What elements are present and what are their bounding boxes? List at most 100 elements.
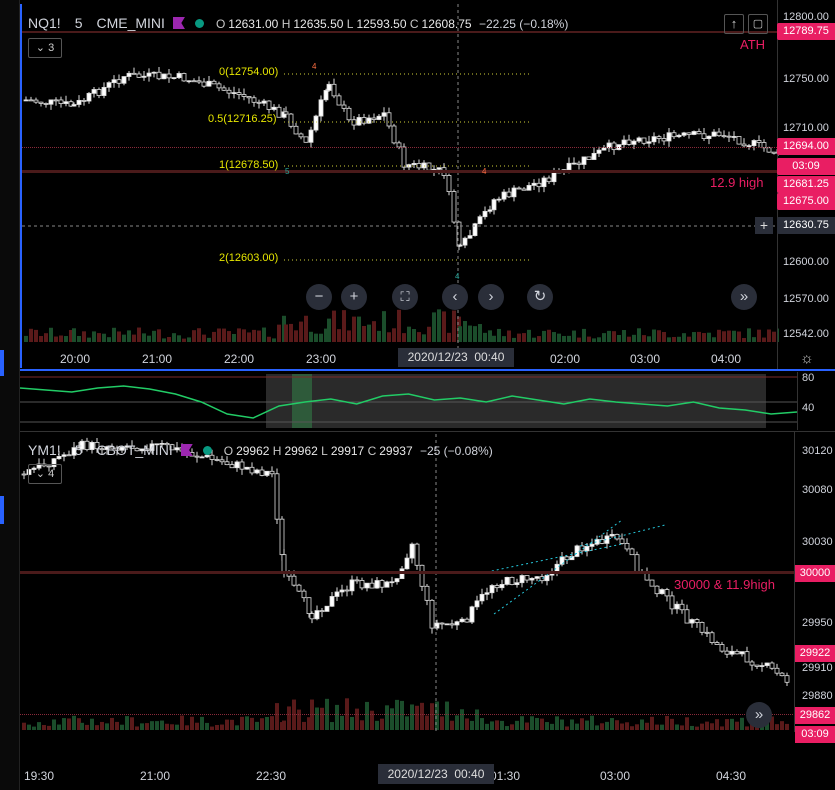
candle — [759, 665, 765, 667]
flag-icon[interactable] — [172, 17, 185, 29]
candle — [531, 182, 537, 186]
zoom-out-icon[interactable]: − — [306, 284, 332, 310]
volume-bar — [547, 329, 551, 342]
nq-collapse-button[interactable]: ⌄ 3 — [28, 38, 62, 58]
ym-interval[interactable]: 5 — [74, 442, 83, 458]
volume-bar — [740, 717, 744, 730]
candle — [529, 577, 535, 581]
toolbar-active-tab[interactable] — [0, 496, 4, 524]
volume-bar — [620, 723, 624, 730]
candle — [646, 141, 652, 144]
candle — [204, 454, 210, 458]
maximize-icon[interactable]: ↑ — [724, 14, 744, 34]
zoom-in-icon[interactable]: + — [341, 284, 367, 310]
candle — [546, 177, 552, 183]
volume-bar — [777, 328, 779, 342]
candle — [501, 191, 507, 200]
jump-to-realtime-icon[interactable]: » — [746, 702, 772, 728]
volume-bar — [235, 725, 239, 730]
candle — [389, 581, 395, 584]
volume-bar — [570, 719, 574, 730]
volume-bar — [347, 330, 351, 342]
volume-bar — [552, 332, 556, 342]
x-tick: 02:00 — [550, 352, 581, 366]
scroll-right-icon[interactable]: › — [478, 284, 504, 310]
reset-icon[interactable]: ↻ — [527, 284, 553, 310]
toolbar-active-tab[interactable] — [0, 350, 4, 376]
candle — [574, 545, 580, 557]
volume-bar — [735, 721, 739, 730]
candle — [58, 99, 64, 104]
candle — [599, 539, 605, 544]
volume-bar — [37, 722, 41, 730]
volume-bar — [327, 318, 331, 342]
candle — [641, 137, 647, 144]
oscillator-pane[interactable] — [20, 374, 797, 428]
fullscreen-icon[interactable]: ⛶ — [392, 284, 418, 310]
volume-bar — [465, 718, 469, 730]
restore-icon[interactable]: ▢ — [748, 14, 768, 34]
volume-bar — [330, 722, 334, 730]
candle — [96, 89, 102, 96]
ym-price-axis[interactable] — [794, 432, 835, 732]
countdown-pill: 03:09 — [795, 726, 835, 743]
candle — [209, 454, 215, 460]
candle — [472, 223, 478, 236]
candle — [521, 188, 527, 191]
scroll-left-icon[interactable]: ‹ — [442, 284, 468, 310]
candle — [386, 112, 392, 127]
candle — [566, 162, 572, 171]
volume-bar — [715, 719, 719, 730]
volume-bar — [362, 325, 366, 342]
settings-gear-icon[interactable]: ☼ — [800, 350, 814, 367]
candle — [111, 79, 117, 84]
volume-bar — [415, 705, 419, 730]
volume-bar — [155, 721, 159, 730]
candle — [689, 619, 695, 624]
volume-bar — [550, 723, 554, 730]
candle — [244, 466, 250, 470]
oscillator-highlight — [292, 374, 312, 428]
candle — [516, 187, 522, 190]
pane-separator[interactable] — [20, 431, 835, 432]
candle — [734, 650, 740, 655]
ym-collapse-button[interactable]: ⌄ 4 — [28, 464, 62, 484]
volume-bar — [137, 327, 141, 342]
volume-bar — [505, 726, 509, 730]
ym-candles-svg[interactable] — [20, 434, 790, 734]
volume-bar — [187, 337, 191, 342]
x-tick: 23:00 — [306, 352, 337, 366]
nq-interval[interactable]: 5 — [74, 15, 83, 31]
candle — [477, 216, 483, 225]
candle — [614, 533, 620, 540]
nq-symbol[interactable]: NQ1! — [28, 15, 61, 31]
nq-candles-svg[interactable] — [22, 4, 779, 368]
oscillator-axis — [797, 372, 835, 430]
jump-to-realtime-icon[interactable]: » — [731, 284, 757, 310]
volume-bar — [85, 724, 89, 730]
candle — [124, 445, 130, 448]
nq-chart-pane[interactable] — [20, 4, 779, 368]
flag-icon[interactable] — [180, 444, 193, 456]
level-line-dotted — [20, 714, 795, 715]
candle — [391, 125, 397, 144]
volume-bar — [205, 722, 209, 730]
volume-bar — [640, 719, 644, 730]
nq-legend: NQ1! 5 CME_MINI O 12631.00 H 12635.50 L 12593.… — [28, 15, 568, 31]
volume-bar — [470, 720, 474, 730]
fib-label-2: 2(12603.00) — [219, 252, 279, 264]
candle — [274, 473, 280, 520]
price-pill: 29922 — [795, 645, 835, 662]
candle — [649, 579, 655, 587]
volume-bar — [97, 333, 101, 342]
volume-bar — [160, 720, 164, 730]
crosshair-plus-icon[interactable]: + — [755, 217, 773, 234]
pane-separator[interactable] — [20, 369, 835, 371]
volume-bar — [652, 329, 656, 342]
volume-bar — [720, 726, 724, 730]
volume-bar — [185, 725, 189, 730]
y-tick: 12750.00 — [783, 73, 829, 85]
candle — [746, 145, 752, 148]
volume-bar — [402, 333, 406, 342]
ym-symbol[interactable]: YM1! — [28, 442, 61, 458]
